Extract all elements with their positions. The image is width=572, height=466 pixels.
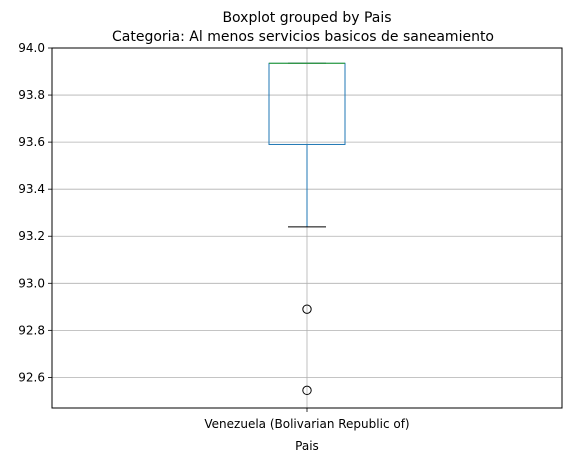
- x-tick-layer: Venezuela (Bolivarian Republic of): [204, 408, 410, 431]
- chart-suptitle: Boxplot grouped by Pais: [222, 10, 391, 26]
- y-tick-label: 92.6: [18, 370, 45, 384]
- outlier-point: [302, 385, 312, 396]
- box-layer: [268, 62, 346, 396]
- x-axis-label: Pais: [295, 439, 319, 453]
- y-tick-label: 92.8: [18, 323, 45, 337]
- x-tick-label: Venezuela (Bolivarian Republic of): [204, 417, 409, 431]
- chart-title: Categoria: Al menos servicios basicos de…: [112, 29, 494, 45]
- y-tick-label: 93.4: [18, 182, 45, 196]
- y-tick-label: 94.0: [18, 41, 45, 55]
- y-tick-label: 93.8: [18, 88, 45, 102]
- y-tick-label: 93.6: [18, 135, 45, 149]
- y-tick-label: 93.0: [18, 276, 45, 290]
- outlier-point: [302, 304, 312, 314]
- grid-layer: [52, 47, 562, 408]
- axis-layer: 92.6 92.8 93.0 93.2 93.4 93.6 93.8 94.0: [18, 41, 52, 384]
- y-tick-label: 93.2: [18, 229, 45, 243]
